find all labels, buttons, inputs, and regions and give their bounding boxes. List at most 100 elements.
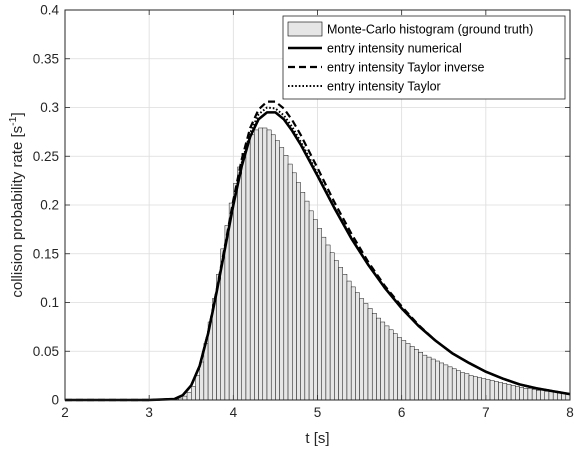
legend-swatch-histogram	[287, 21, 323, 37]
histogram-bar	[342, 274, 348, 401]
histogram-bar	[489, 380, 495, 401]
legend-label-taylor-inverse: entry intensity Taylor inverse	[327, 61, 485, 75]
histogram-bar	[262, 127, 268, 401]
legend: Monte-Carlo histogram (ground truth) ent…	[282, 15, 566, 100]
y-tick-label: 0.1	[40, 295, 59, 310]
histogram-bar	[287, 163, 293, 401]
x-tick-label: 2	[61, 405, 69, 420]
histogram-bar	[519, 387, 524, 401]
histogram-bar	[233, 183, 238, 401]
histogram-bar	[283, 155, 289, 401]
histogram-bar	[228, 202, 234, 401]
histogram-bar	[346, 280, 352, 401]
histogram-bar	[540, 390, 545, 401]
histogram-bar	[308, 210, 314, 401]
histogram-bars	[174, 127, 571, 401]
histogram-bar	[182, 395, 188, 401]
histogram-bar	[510, 385, 516, 401]
y-tick-label: 0	[51, 393, 59, 408]
x-tick-label: 4	[230, 405, 238, 420]
x-axis-label: t [s]	[305, 430, 329, 447]
histogram-bar	[367, 308, 373, 401]
y-tick-label: 0.25	[33, 149, 59, 164]
histogram-bar	[371, 313, 377, 401]
histogram-bar	[472, 376, 478, 401]
series-line-numerical	[65, 111, 571, 402]
y-axis-label-superscript: -1	[7, 116, 19, 125]
histogram-bar	[515, 386, 520, 401]
histogram-bar	[270, 134, 276, 401]
histogram-bar	[191, 386, 196, 401]
histogram-bar	[292, 172, 297, 401]
y-tick-label: 0.3	[40, 100, 59, 115]
legend-label-taylor: entry intensity Taylor	[327, 80, 441, 94]
y-tick-label: 0.35	[33, 51, 59, 66]
histogram-bar	[329, 252, 335, 401]
histogram-bar	[414, 349, 419, 401]
histogram-bar	[380, 321, 386, 401]
histogram-bar	[548, 391, 554, 401]
y-axis-label-bracket: ]	[9, 112, 26, 116]
histogram-bar	[237, 166, 242, 401]
histogram-bar	[468, 375, 474, 401]
histogram-bar	[439, 362, 444, 401]
x-tick-label: 5	[314, 405, 322, 420]
histogram-bar	[460, 372, 466, 401]
histogram-bar	[304, 200, 310, 401]
y-axis-label-main: collision probability rate [s	[9, 126, 26, 298]
histogram-bar	[275, 140, 280, 401]
histogram-bar	[384, 325, 390, 401]
y-tick-label: 0.2	[40, 198, 59, 213]
histogram-bar	[502, 383, 508, 401]
y-tick-label: 0.05	[33, 344, 59, 359]
histogram-bar	[300, 192, 306, 401]
y-tick-label: 0.4	[40, 3, 59, 18]
histogram-bar	[296, 182, 301, 401]
legend-label-histogram: Monte-Carlo histogram (ground truth)	[327, 23, 533, 37]
histogram-bar	[552, 391, 558, 401]
series-lines	[65, 100, 571, 402]
histogram-bar	[464, 373, 470, 401]
legend-label-numerical: entry intensity numerical	[327, 42, 462, 56]
y-axis-label: collision probability rate [s-1]	[7, 112, 26, 297]
histogram-bar	[397, 337, 402, 401]
histogram-bar	[443, 364, 449, 401]
histogram-bar	[245, 142, 251, 401]
histogram-bar	[393, 333, 398, 401]
histogram-bar	[254, 129, 259, 401]
y-tick-label: 0.15	[33, 246, 59, 261]
histogram-bar	[401, 340, 407, 401]
legend-box	[282, 15, 566, 100]
histogram-bar	[435, 360, 440, 401]
histogram-bar	[409, 346, 415, 401]
histogram-bar	[418, 352, 423, 401]
histogram-bar	[266, 129, 272, 401]
histogram-bar	[523, 388, 529, 401]
histogram-bar	[338, 267, 343, 401]
histogram-bar	[405, 343, 411, 401]
histogram-bar	[477, 377, 482, 401]
histogram-bar	[498, 382, 503, 401]
histogram-bar	[363, 303, 369, 401]
histogram-bar	[447, 366, 453, 401]
histogram-bar	[451, 368, 457, 401]
x-tick-label: 3	[145, 405, 153, 420]
histogram-bar	[426, 356, 432, 401]
histogram-bar	[481, 378, 487, 401]
histogram-bar	[321, 236, 327, 401]
histogram-bar	[531, 389, 537, 401]
histogram-bar	[359, 298, 365, 401]
histogram-bar	[456, 370, 461, 401]
histogram-bar	[430, 358, 436, 401]
series-line-taylor	[65, 106, 571, 401]
axis-ticks: 2 3 4 5 6 7 8 0 0.05 0.1 0.15 0.2 0.25 0.3 0.35 0.4	[33, 3, 574, 421]
x-tick-label: 8	[566, 405, 574, 420]
histogram-bar	[334, 260, 339, 401]
histogram-bar	[355, 292, 360, 401]
histogram-bar	[506, 384, 512, 401]
histogram-bar	[422, 354, 428, 401]
histogram-bar	[279, 147, 285, 401]
histogram-bar	[485, 379, 491, 401]
histogram-bar	[536, 390, 541, 401]
